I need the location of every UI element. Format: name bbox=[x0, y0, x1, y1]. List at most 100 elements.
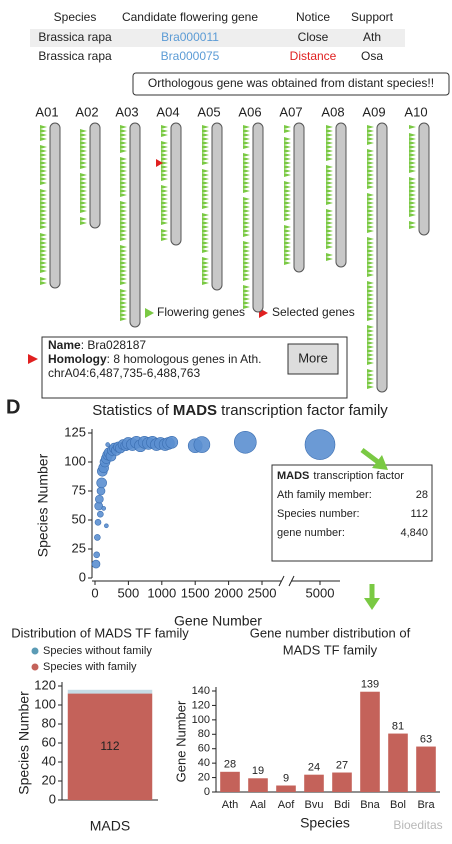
gene-marker bbox=[326, 201, 333, 205]
x-tick-label: 0 bbox=[91, 585, 98, 600]
gene-marker bbox=[243, 209, 250, 213]
chromosome bbox=[335, 122, 347, 268]
gene-marker bbox=[367, 125, 374, 129]
more-button-label[interactable]: More bbox=[298, 350, 328, 365]
gene-marker bbox=[409, 133, 416, 137]
gene-marker bbox=[120, 161, 127, 165]
gene-marker bbox=[367, 213, 374, 217]
gene-marker bbox=[367, 381, 374, 385]
gene-marker bbox=[40, 177, 47, 181]
chart-title: Distribution of MADS TF family bbox=[11, 625, 189, 640]
gene-marker bbox=[243, 229, 250, 233]
gene-marker bbox=[243, 253, 250, 257]
gene-marker bbox=[326, 241, 333, 245]
chromosome-label: A10 bbox=[404, 104, 427, 119]
gene-marker bbox=[367, 141, 374, 145]
title-part: MADS bbox=[173, 402, 217, 419]
info-homology-value: : 8 homologous genes in Ath. bbox=[107, 352, 262, 366]
gene-marker bbox=[284, 213, 291, 217]
annotation-value: 28 bbox=[416, 489, 428, 501]
gene-marker bbox=[367, 353, 374, 357]
gene-marker bbox=[202, 269, 209, 273]
gene-marker bbox=[284, 261, 291, 265]
chromosome bbox=[170, 122, 182, 246]
gene-marker bbox=[40, 133, 47, 137]
data-label: 27 bbox=[336, 759, 348, 771]
gene-marker bbox=[202, 193, 209, 197]
gene-marker bbox=[80, 181, 87, 185]
gene-marker bbox=[40, 201, 47, 205]
gene-marker bbox=[202, 181, 209, 185]
x-axis-label: Species bbox=[300, 815, 350, 831]
table-cell[interactable]: Bra000011 bbox=[161, 30, 219, 44]
annotation-title: MADS transcription factor bbox=[277, 470, 404, 482]
gene-marker bbox=[367, 325, 374, 329]
gene-marker bbox=[161, 197, 168, 201]
x-tick-label: Bra bbox=[417, 799, 435, 811]
gene-marker bbox=[367, 305, 374, 309]
gene-marker bbox=[326, 245, 333, 249]
gene-marker bbox=[40, 237, 47, 241]
gene-marker bbox=[120, 149, 127, 153]
gene-marker bbox=[409, 197, 416, 201]
gene-marker bbox=[367, 369, 374, 373]
info-name-value: : Bra028187 bbox=[81, 338, 147, 352]
bar bbox=[360, 691, 380, 792]
chromosome bbox=[252, 122, 264, 313]
gene-marker bbox=[40, 197, 47, 201]
gene-marker bbox=[409, 193, 416, 197]
gene-marker bbox=[120, 145, 127, 149]
chromosome bbox=[376, 122, 388, 393]
gene-marker bbox=[243, 177, 250, 181]
row-highlight bbox=[30, 29, 405, 47]
more-button[interactable] bbox=[287, 343, 339, 375]
gene-marker bbox=[40, 261, 47, 265]
gene-marker bbox=[326, 173, 333, 177]
gene-marker bbox=[326, 189, 333, 193]
gene-marker bbox=[326, 217, 333, 221]
gene-marker bbox=[326, 125, 333, 129]
gene-marker bbox=[80, 141, 87, 145]
gene-marker bbox=[284, 169, 291, 173]
info-homology-label: Homology bbox=[48, 352, 107, 366]
bubble bbox=[94, 534, 101, 541]
gene-marker bbox=[326, 257, 333, 261]
gene-marker bbox=[202, 265, 209, 269]
table-header: Candidate flowering gene bbox=[122, 10, 258, 24]
legend-swatch bbox=[31, 663, 39, 671]
data-label: 81 bbox=[392, 720, 404, 732]
gene-marker bbox=[243, 261, 250, 265]
gene-marker bbox=[243, 129, 250, 133]
gene-marker bbox=[120, 169, 127, 173]
gene-marker bbox=[80, 173, 87, 177]
arrow-head bbox=[372, 455, 388, 470]
bubble bbox=[96, 477, 107, 489]
chromosome-label: A04 bbox=[156, 104, 179, 119]
bar bbox=[332, 772, 352, 792]
gene-marker bbox=[367, 249, 374, 253]
chromosome bbox=[89, 122, 101, 229]
gene-marker bbox=[202, 281, 209, 285]
gene-marker bbox=[120, 245, 127, 249]
gene-marker bbox=[202, 149, 209, 153]
gene-marker bbox=[40, 241, 47, 245]
gene-marker bbox=[243, 289, 250, 293]
gene-marker bbox=[40, 193, 47, 197]
gene-marker bbox=[326, 165, 333, 169]
gene-marker bbox=[367, 261, 374, 265]
gene-marker bbox=[120, 277, 127, 281]
gene-marker bbox=[326, 197, 333, 201]
gene-marker bbox=[120, 129, 127, 133]
y-tick-label: 100 bbox=[192, 714, 210, 726]
x-tick-label: 1000 bbox=[147, 585, 176, 600]
gene-marker bbox=[80, 221, 87, 225]
table-cell[interactable]: Bra000075 bbox=[161, 49, 220, 63]
gene-marker bbox=[80, 157, 87, 161]
gene-marker bbox=[409, 141, 416, 145]
gene-marker bbox=[202, 169, 209, 173]
legend-selected: Selected genes bbox=[272, 305, 355, 319]
legend-flowering-swatch bbox=[145, 308, 154, 318]
gene-marker bbox=[326, 237, 333, 241]
gene-marker bbox=[367, 245, 374, 249]
